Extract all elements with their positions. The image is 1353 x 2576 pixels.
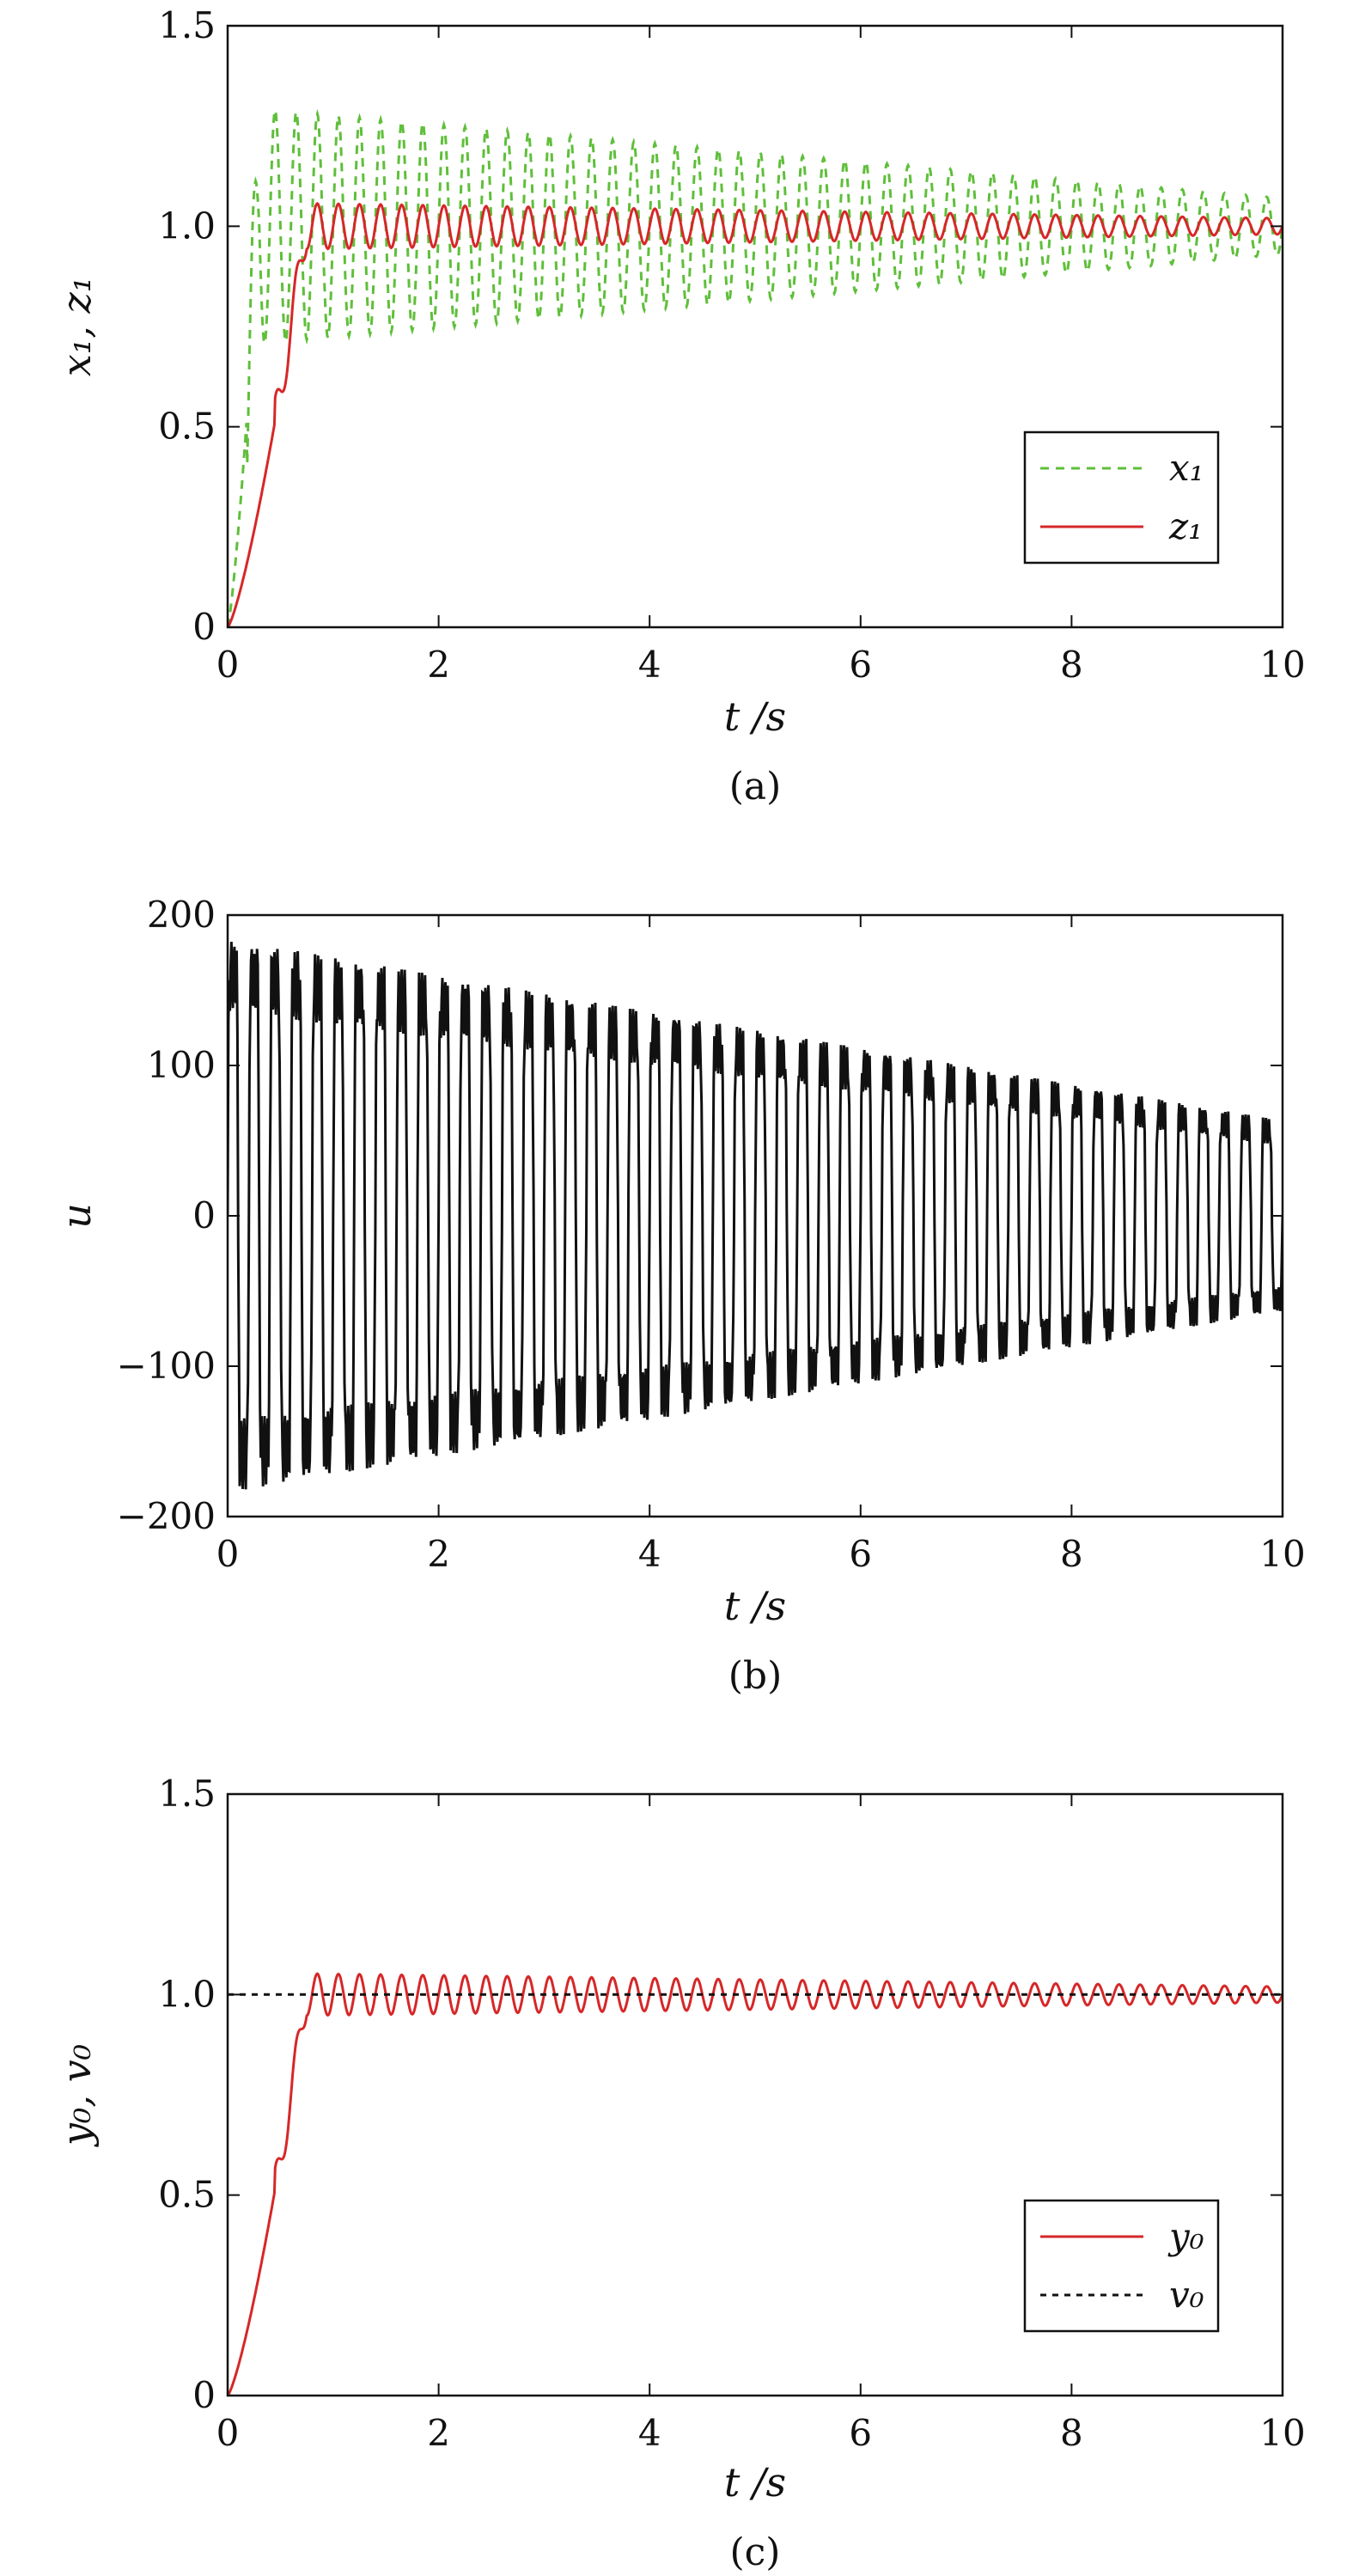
plot-frame <box>226 24 1284 629</box>
legend: x₁ z₁ <box>1023 430 1220 565</box>
x-tick-label: 8 <box>1060 2412 1083 2454</box>
series-line-c-0 <box>228 1972 1283 2396</box>
x-tick-label: 0 <box>216 1533 240 1575</box>
x-tick-label: 2 <box>427 1533 450 1575</box>
y-axis-label: x₁, z₁ <box>53 277 100 376</box>
chart-panel-c: 0 2 4 6 8 10 0 0.5 1.0 1.5 t /s y₀, v₀ (c) y₀ v₀ <box>53 1773 1306 2574</box>
x-tick-label: 2 <box>427 2412 450 2454</box>
x-tick-label: 10 <box>1259 2412 1305 2454</box>
chart-panel-b: 0 2 4 6 8 10 −200 −100 0 100 200 t /s u (b) <box>53 894 1306 1698</box>
x-tick-label: 6 <box>849 2412 872 2454</box>
y-axis-label: u <box>53 1203 100 1229</box>
x-tick-label: 6 <box>849 644 872 686</box>
x-tick-label: 10 <box>1259 1533 1305 1575</box>
legend-box <box>1023 2199 1220 2333</box>
legend-label: y₀ <box>1167 2215 1204 2257</box>
y-tick-label: 1.0 <box>158 1973 216 2015</box>
y-tick-label: 0 <box>192 2374 216 2416</box>
legend-label: x₁ <box>1169 447 1204 489</box>
y-tick-label: 100 <box>147 1044 216 1086</box>
x-tick-label: 8 <box>1060 644 1083 686</box>
legend-label: z₁ <box>1168 505 1203 547</box>
y-tick-label: 200 <box>147 894 216 936</box>
plot-frame <box>226 1792 1284 2397</box>
y-tick-label: 0.5 <box>158 406 216 448</box>
series-line-a-1 <box>228 201 1283 627</box>
chart-panel-a: 0 2 4 6 8 10 0 0.5 1.0 1.5 t /s x₁, z₁ (a) x₁ z₁ <box>53 4 1306 809</box>
series-line-b-0 <box>228 942 1283 1490</box>
panel-caption: (b) <box>728 1654 783 1698</box>
x-tick-label: 2 <box>427 644 450 686</box>
x-tick-label: 6 <box>849 1533 872 1575</box>
legend-label: v₀ <box>1169 2274 1204 2316</box>
legend: y₀ v₀ <box>1023 2199 1220 2333</box>
x-tick-label: 4 <box>638 2412 661 2454</box>
y-tick-label: 0 <box>192 606 216 648</box>
panel-caption: (a) <box>729 765 782 809</box>
y-axis-label: y₀, v₀ <box>53 2044 100 2147</box>
y-tick-label: 0.5 <box>158 2174 216 2216</box>
x-tick-label: 0 <box>216 644 240 686</box>
x-tick-label: 4 <box>638 644 661 686</box>
legend-box <box>1023 430 1220 565</box>
x-axis-label: t /s <box>724 1583 786 1629</box>
x-axis-label: t /s <box>724 693 786 740</box>
y-tick-label: 1.5 <box>158 4 216 46</box>
y-tick-label: 0 <box>192 1194 216 1236</box>
y-tick-label: 1.0 <box>158 204 216 247</box>
y-tick-label: −100 <box>117 1345 216 1387</box>
y-tick-label: 1.5 <box>158 1773 216 1815</box>
x-tick-label: 10 <box>1259 644 1305 686</box>
y-tick-label: −200 <box>117 1495 216 1537</box>
x-tick-label: 4 <box>638 1533 661 1575</box>
panel-caption: (c) <box>730 2530 781 2574</box>
x-tick-label: 8 <box>1060 1533 1083 1575</box>
x-tick-label: 0 <box>216 2412 240 2454</box>
x-axis-label: t /s <box>724 2459 786 2506</box>
